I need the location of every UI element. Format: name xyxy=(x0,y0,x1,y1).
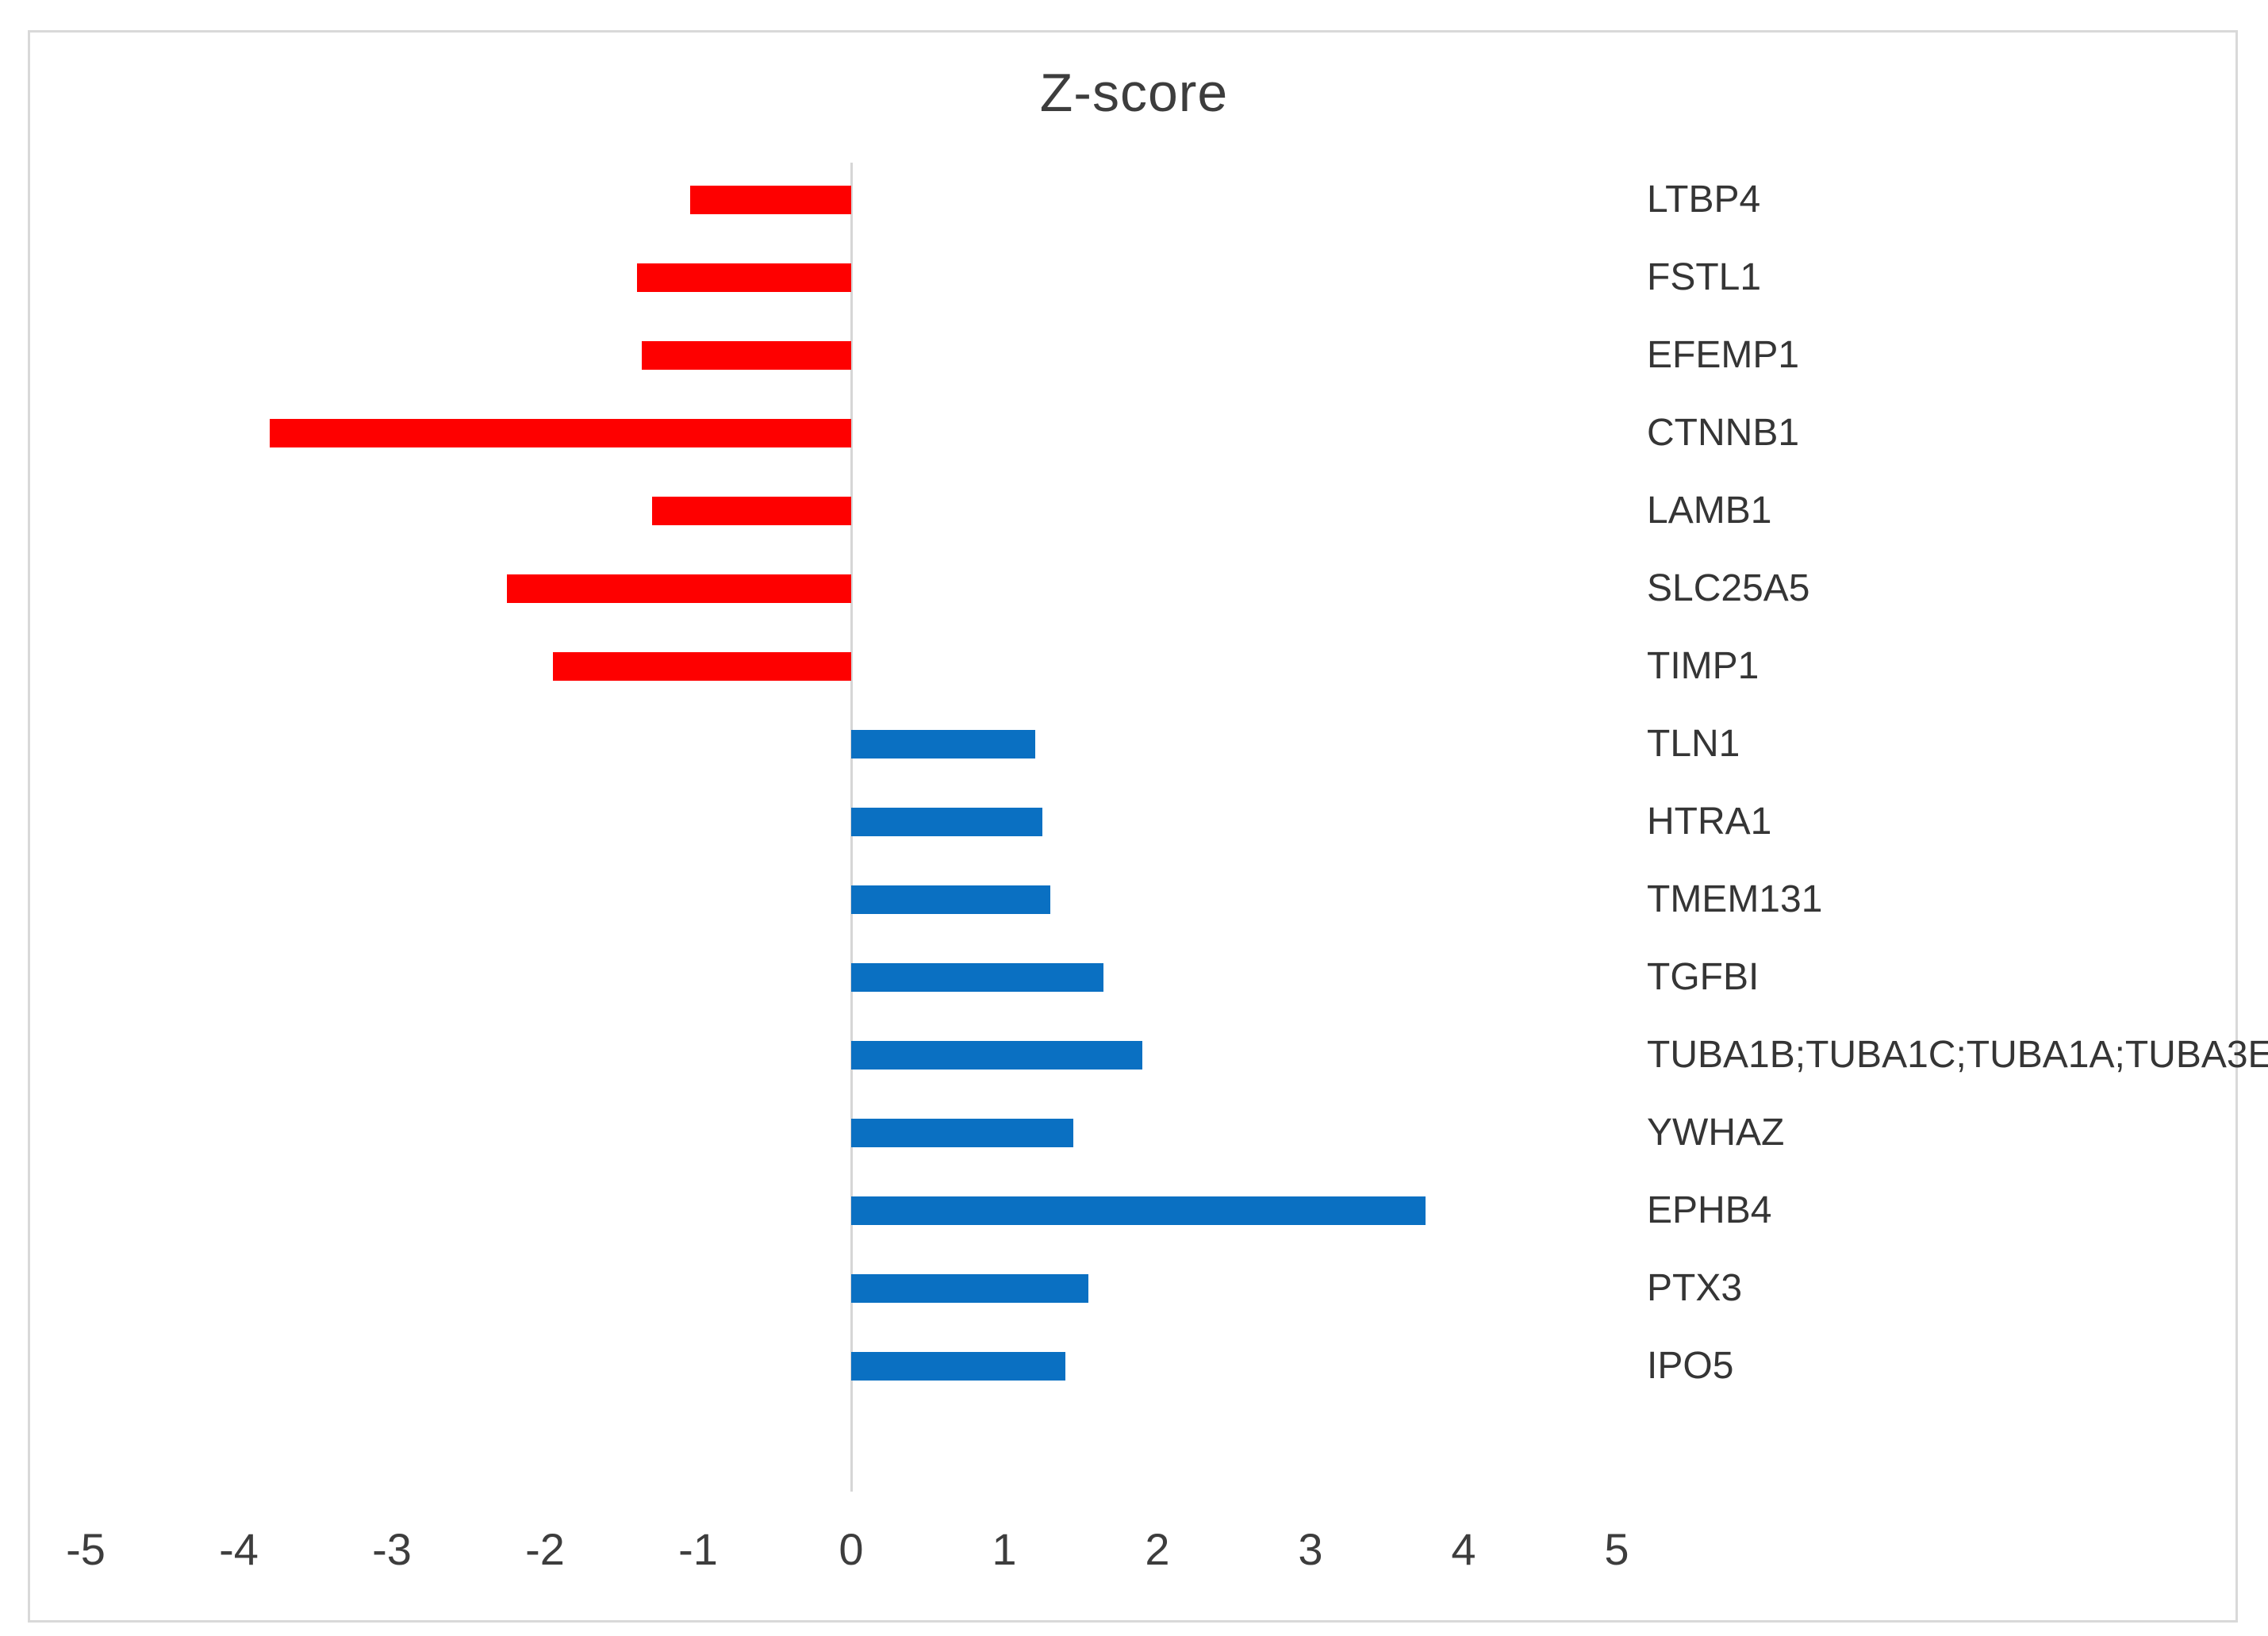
bar-ptx3[interactable] xyxy=(851,1274,1089,1303)
bar-ephb4[interactable] xyxy=(851,1196,1426,1225)
x-tick-label: 5 xyxy=(1604,1524,1629,1574)
bar-slc25a5[interactable] xyxy=(506,574,851,603)
x-tick-label: -4 xyxy=(219,1524,259,1574)
category-label: LTBP4 xyxy=(1647,179,1761,221)
x-tick-label: -5 xyxy=(66,1524,106,1574)
x-tick-label: -1 xyxy=(678,1524,718,1574)
x-tick-label: 2 xyxy=(1145,1524,1170,1574)
category-label: PTX3 xyxy=(1647,1267,1743,1309)
category-label: IPO5 xyxy=(1647,1345,1734,1387)
bar-fstl1[interactable] xyxy=(636,263,851,292)
category-label: CTNNB1 xyxy=(1647,412,1800,454)
chart-title: Z-score xyxy=(1039,63,1229,123)
bar-lamb1[interactable] xyxy=(652,497,851,525)
category-label: TGFBI xyxy=(1647,956,1760,998)
category-label: LAMB1 xyxy=(1647,490,1772,532)
bar-htra1[interactable] xyxy=(851,808,1043,836)
bar-ctnnb1[interactable] xyxy=(269,419,851,447)
x-tick-label: -2 xyxy=(525,1524,565,1574)
bar-ipo5[interactable] xyxy=(851,1352,1066,1381)
bar-efemp1[interactable] xyxy=(641,341,851,370)
category-label: TLN1 xyxy=(1647,723,1740,765)
x-tick-label: 1 xyxy=(992,1524,1017,1574)
category-label: YWHAZ xyxy=(1647,1112,1785,1154)
x-tick-label: 3 xyxy=(1298,1524,1323,1574)
category-label: EPHB4 xyxy=(1647,1189,1772,1231)
category-label: FSTL1 xyxy=(1647,256,1762,298)
bar-tuba1b-tuba1c-tuba1a-tuba3e[interactable] xyxy=(851,1041,1142,1070)
x-tick-label: 4 xyxy=(1451,1524,1476,1574)
chart-border xyxy=(28,30,2238,1623)
category-label: EFEMP1 xyxy=(1647,334,1800,376)
bar-timp1[interactable] xyxy=(552,652,851,681)
category-label: HTRA1 xyxy=(1647,801,1772,843)
bar-tmem131[interactable] xyxy=(851,885,1050,914)
bar-ywhaz[interactable] xyxy=(851,1119,1073,1147)
category-label: TMEM131 xyxy=(1647,878,1823,920)
bar-tgfbi[interactable] xyxy=(851,963,1104,992)
category-label: TUBA1B;TUBA1C;TUBA1A;TUBA3E xyxy=(1647,1034,2268,1076)
category-label: TIMP1 xyxy=(1647,645,1760,687)
x-tick-label: -3 xyxy=(372,1524,412,1574)
bar-ltbp4[interactable] xyxy=(690,186,851,214)
category-label: SLC25A5 xyxy=(1647,567,1810,609)
bar-tln1[interactable] xyxy=(851,730,1035,758)
x-tick-label: 0 xyxy=(839,1524,864,1574)
